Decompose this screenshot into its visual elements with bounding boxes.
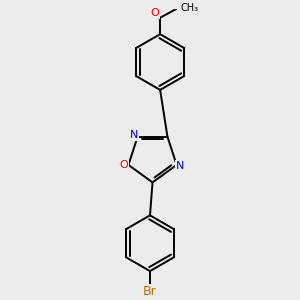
- Text: N: N: [176, 161, 184, 171]
- Text: CH₃: CH₃: [180, 3, 199, 13]
- Text: N: N: [130, 130, 138, 140]
- Text: Br: Br: [143, 285, 157, 298]
- Text: O: O: [119, 160, 128, 170]
- Text: O: O: [151, 8, 159, 18]
